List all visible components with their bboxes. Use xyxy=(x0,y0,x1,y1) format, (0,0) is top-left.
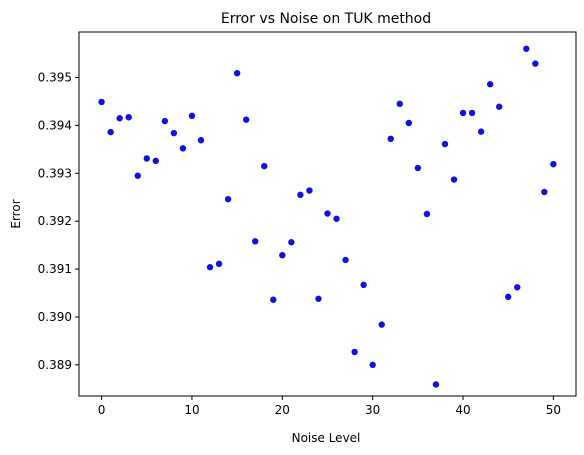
x-tick-label: 20 xyxy=(275,403,290,417)
data-point xyxy=(441,140,449,148)
data-point xyxy=(143,155,150,162)
x-tick-label: 10 xyxy=(184,403,199,417)
data-point xyxy=(423,210,431,218)
data-point xyxy=(324,210,331,217)
data-point xyxy=(98,98,105,106)
y-tick-label: 0.395 xyxy=(38,71,72,85)
data-point xyxy=(152,157,160,165)
data-point xyxy=(179,145,187,152)
data-point xyxy=(396,100,403,108)
data-point xyxy=(468,109,476,117)
x-tick-label: 50 xyxy=(546,403,561,417)
data-point xyxy=(378,321,385,328)
data-point xyxy=(107,128,114,136)
y-tick-label: 0.389 xyxy=(38,358,72,372)
data-point xyxy=(514,284,521,291)
data-point xyxy=(315,295,322,302)
data-point xyxy=(532,60,539,67)
chart-title: Error vs Noise on TUK method xyxy=(221,11,431,27)
data-point xyxy=(125,114,132,121)
data-point xyxy=(477,128,485,135)
data-point xyxy=(342,256,349,264)
data-point xyxy=(197,137,205,144)
data-point xyxy=(541,188,548,196)
data-point xyxy=(161,117,169,125)
data-point xyxy=(215,260,223,268)
data-point xyxy=(432,381,440,388)
data-point xyxy=(550,160,557,168)
data-point xyxy=(134,172,141,179)
data-point xyxy=(405,119,413,127)
data-point xyxy=(116,115,123,122)
y-tick-label: 0.394 xyxy=(38,118,72,132)
data-point xyxy=(360,281,367,289)
data-point xyxy=(261,162,268,170)
data-point xyxy=(459,109,467,117)
data-point xyxy=(242,116,250,123)
data-point xyxy=(297,191,304,199)
data-point xyxy=(206,263,214,271)
data-point xyxy=(495,103,503,110)
data-point xyxy=(333,215,340,222)
data-point xyxy=(486,81,494,88)
data-point xyxy=(369,361,376,369)
x-axis-label: Noise Level xyxy=(292,431,361,445)
data-point xyxy=(279,251,286,259)
data-point xyxy=(387,135,394,143)
y-tick-label: 0.393 xyxy=(38,166,72,180)
y-axis-ticks: 0.389 0.390 0.391 0.392 0.393 0.394 0.395 xyxy=(38,71,79,372)
y-tick-label: 0.392 xyxy=(38,214,72,228)
x-tick-label: 40 xyxy=(455,403,470,417)
y-tick-label: 0.391 xyxy=(38,262,72,276)
x-tick-label: 0 xyxy=(98,403,106,417)
data-point xyxy=(505,293,512,301)
data-point xyxy=(252,238,259,245)
data-point xyxy=(306,187,313,194)
y-tick-label: 0.390 xyxy=(38,310,72,324)
data-point xyxy=(414,164,422,172)
data-point xyxy=(450,176,458,183)
data-point xyxy=(233,69,241,77)
data-point xyxy=(523,45,530,52)
data-point xyxy=(351,348,358,356)
x-tick-label: 30 xyxy=(365,403,380,417)
axes-frame xyxy=(78,31,577,397)
y-axis-label: Error xyxy=(9,199,23,228)
data-point xyxy=(224,195,232,203)
plot-area xyxy=(78,31,577,397)
x-axis-ticks: 0 10 20 30 40 50 xyxy=(98,396,561,417)
data-points xyxy=(98,45,557,388)
data-point xyxy=(270,296,277,303)
data-point xyxy=(288,239,295,246)
data-point xyxy=(188,112,196,120)
data-point xyxy=(170,129,178,137)
